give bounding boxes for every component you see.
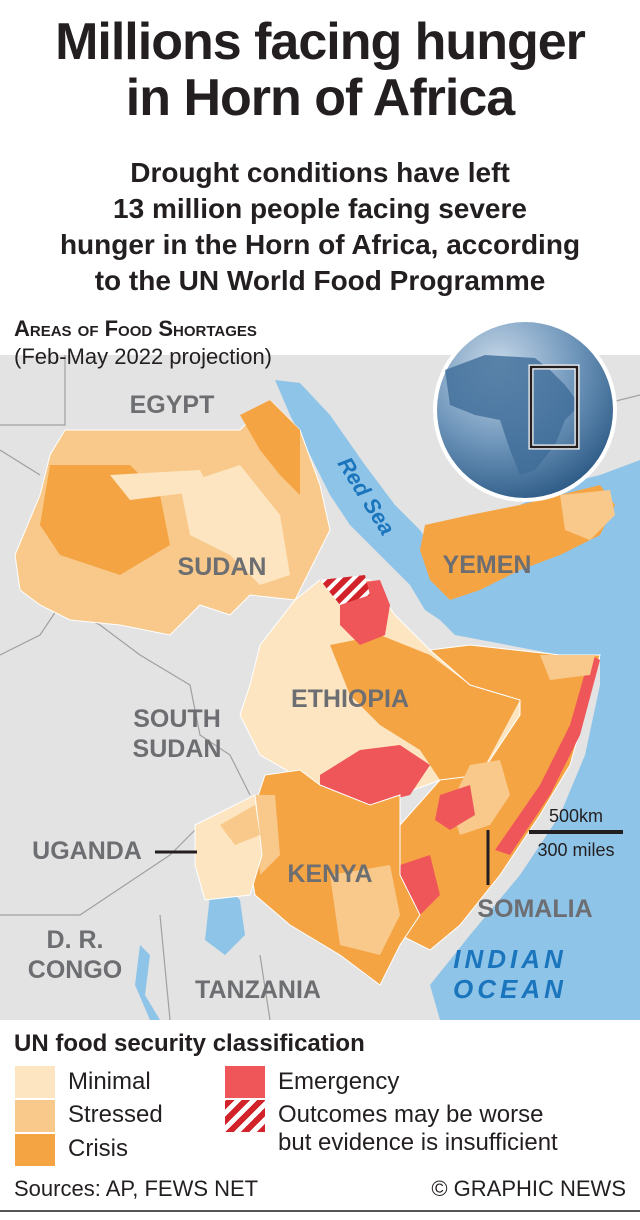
legend-swatch-minimal	[15, 1066, 55, 1098]
label-uganda: UGANDA	[32, 837, 142, 865]
map-period: (Feb-May 2022 projection)	[14, 344, 273, 369]
label-egypt: EGYPT	[130, 391, 215, 419]
region-sudan	[14, 399, 331, 636]
label-ethiopia: ETHIOPIA	[291, 685, 409, 713]
legend-label-insufficient-evidence: Outcomes may be worse but evidence is in…	[278, 1101, 558, 1157]
label-kenya: KENYA	[287, 860, 372, 888]
region-kenya	[244, 769, 421, 986]
subtitle-line: hunger in the Horn of Africa, according	[59, 229, 581, 260]
legend-label-stressed: Stressed	[68, 1101, 163, 1128]
region-uganda-stressed	[220, 805, 260, 845]
label-sudan: SUDAN	[178, 553, 267, 581]
scale-miles: 300 miles	[537, 840, 614, 860]
legend-line: but evidence is insufficient	[278, 1129, 558, 1156]
title-line: Millions facing hunger	[55, 13, 586, 71]
legend-label-crisis: Crisis	[68, 1135, 128, 1162]
subtitle-line: 13 million people facing severe	[113, 193, 527, 224]
region-somalia	[399, 644, 601, 951]
globe-africa-icon	[433, 318, 617, 502]
scale-km: 500km	[549, 806, 603, 826]
sources: Sources: AP, FEWS NET	[14, 1176, 259, 1201]
label-dr-congo-2: CONGO	[28, 956, 122, 984]
lake-tanganyika	[135, 945, 160, 1020]
legend-label-minimal: Minimal	[68, 1068, 151, 1095]
label-yemen: YEMEN	[443, 551, 532, 579]
legend-title: UN food security classification	[14, 1030, 365, 1057]
page-title: Millions facing hunger in Horn of Africa	[0, 14, 640, 126]
subtitle-line: Drought conditions have left	[130, 157, 510, 188]
map-heading: Areas of Food Shortages	[14, 316, 257, 341]
label-dr-congo: D. R.	[47, 926, 104, 954]
legend-swatch-insufficient-evidence	[225, 1100, 265, 1132]
label-indian-ocean: INDIAN	[453, 944, 567, 974]
label-south-sudan-2: SUDAN	[133, 735, 222, 763]
bottom-rule	[0, 1210, 640, 1212]
legend-swatch-crisis	[15, 1134, 55, 1166]
legend-label-emergency: Emergency	[278, 1068, 400, 1095]
country-borders	[0, 355, 640, 1020]
subtitle-line: to the UN World Food Programme	[94, 265, 546, 296]
region-yemen	[420, 485, 615, 600]
label-indian-ocean-2: OCEAN	[453, 974, 567, 1004]
subtitle: Drought conditions have left 13 million …	[0, 155, 640, 299]
label-south-sudan: SOUTH	[133, 705, 221, 733]
legend-swatch-emergency	[225, 1066, 265, 1098]
scale-bar: 500km 300 miles	[529, 806, 623, 860]
credit: © GRAPHIC NEWS	[431, 1176, 626, 1201]
label-tanzania: TANZANIA	[195, 976, 321, 1004]
legend-swatch-stressed	[15, 1100, 55, 1132]
title-line: in Horn of Africa	[125, 69, 515, 127]
region-ethiopia	[239, 575, 521, 806]
label-somalia: SOMALIA	[477, 895, 592, 923]
legend-line: Outcomes may be worse	[278, 1101, 544, 1128]
lake-victoria	[205, 885, 245, 955]
